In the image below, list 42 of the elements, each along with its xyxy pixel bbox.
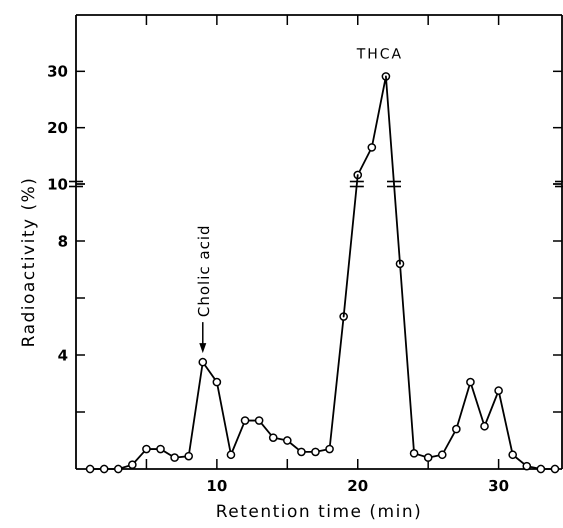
annotation: THCA [356, 46, 404, 62]
point [156, 444, 165, 454]
point [424, 453, 432, 462]
point [494, 386, 503, 395]
point [297, 448, 306, 456]
point [226, 450, 236, 460]
point [100, 464, 108, 474]
point [212, 378, 222, 386]
point [268, 433, 278, 442]
point [438, 450, 447, 460]
point [410, 449, 418, 458]
y-tick-label: 10 [47, 175, 68, 194]
point [198, 358, 208, 366]
x-tick-label: 20 [347, 477, 368, 495]
x-axis-title: Retention time (min) [216, 502, 422, 522]
point [254, 416, 264, 425]
x-tick-label: 10 [206, 477, 228, 495]
point [508, 450, 518, 460]
annotation: Cholic acid [194, 224, 213, 318]
point [325, 444, 334, 454]
point [184, 452, 194, 460]
y-tick-label: 20 [47, 118, 68, 137]
y-tick-label: 8 [58, 232, 68, 250]
point [480, 422, 489, 431]
point [550, 464, 560, 474]
point [114, 464, 123, 474]
point [452, 424, 461, 434]
point [240, 416, 250, 425]
point [282, 436, 292, 445]
point [311, 448, 320, 456]
y-axis-title: Radioactivity (%) [19, 176, 39, 348]
y-tick-label: 4 [58, 346, 68, 364]
y-tick-label: 30 [47, 62, 68, 81]
point [368, 143, 376, 152]
point [536, 464, 546, 474]
point [86, 464, 94, 474]
point [142, 444, 151, 454]
point [128, 460, 137, 470]
point [170, 453, 179, 462]
point [522, 462, 532, 470]
point [466, 378, 475, 386]
x-tick-label: 30 [488, 477, 510, 495]
